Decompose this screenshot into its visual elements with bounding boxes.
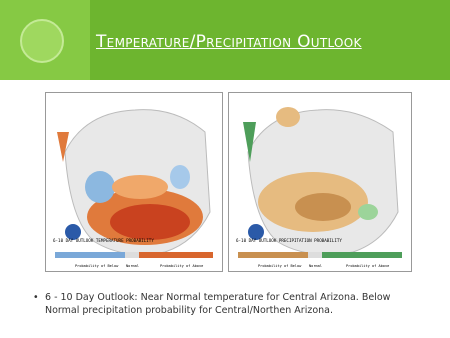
legend-bar bbox=[238, 252, 402, 258]
legend-normal: Normal bbox=[126, 264, 139, 268]
legend-above: Probability of Above bbox=[346, 264, 389, 268]
map-caption: 6-10 DAY OUTLOOK TEMPERATURE PROBABILITY bbox=[53, 238, 154, 243]
bullet-text: 6 - 10 Day Outlook: Near Normal temperat… bbox=[45, 292, 391, 316]
legend-bar bbox=[55, 252, 213, 258]
temperature-map: 6-10 DAY OUTLOOK TEMPERATURE PROBABILITY… bbox=[45, 92, 223, 272]
legend-below: Probability of Below bbox=[75, 264, 119, 268]
bullet-dot: • bbox=[33, 292, 39, 303]
legend-normal: Normal bbox=[309, 264, 322, 268]
header-circle bbox=[20, 19, 64, 63]
legend-above: Probability of Above bbox=[160, 264, 203, 268]
title: Temperature/Precipitation Outlook bbox=[96, 32, 362, 52]
bullet-list: • 6 - 10 Day Outlook: Near Normal temper… bbox=[33, 291, 423, 317]
precipitation-map: 6-10 DAY OUTLOOK PRECIPITATION PROBABILI… bbox=[228, 92, 412, 272]
legend-below: Probability of Below bbox=[258, 264, 302, 268]
map-caption: 6-10 DAY OUTLOOK PRECIPITATION PROBABILI… bbox=[236, 238, 342, 243]
